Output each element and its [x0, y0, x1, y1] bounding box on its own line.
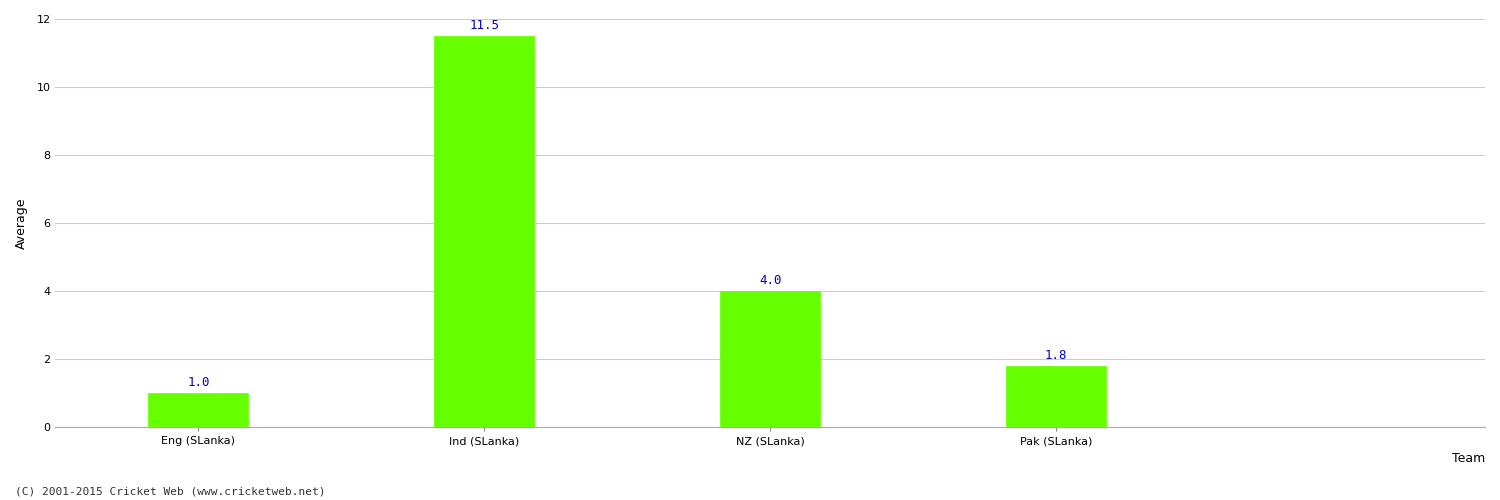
Bar — [1007, 366, 1106, 428]
Y-axis label: Average: Average — [15, 198, 28, 249]
Bar — [720, 292, 821, 428]
Text: 1.8: 1.8 — [1046, 349, 1068, 362]
Bar — [433, 36, 534, 428]
Text: (C) 2001-2015 Cricket Web (www.cricketweb.net): (C) 2001-2015 Cricket Web (www.cricketwe… — [15, 487, 326, 497]
Text: 1.0: 1.0 — [188, 376, 210, 390]
Text: 11.5: 11.5 — [470, 19, 500, 32]
Text: 4.0: 4.0 — [759, 274, 782, 287]
X-axis label: Team: Team — [1452, 452, 1485, 465]
Bar — [148, 394, 249, 428]
